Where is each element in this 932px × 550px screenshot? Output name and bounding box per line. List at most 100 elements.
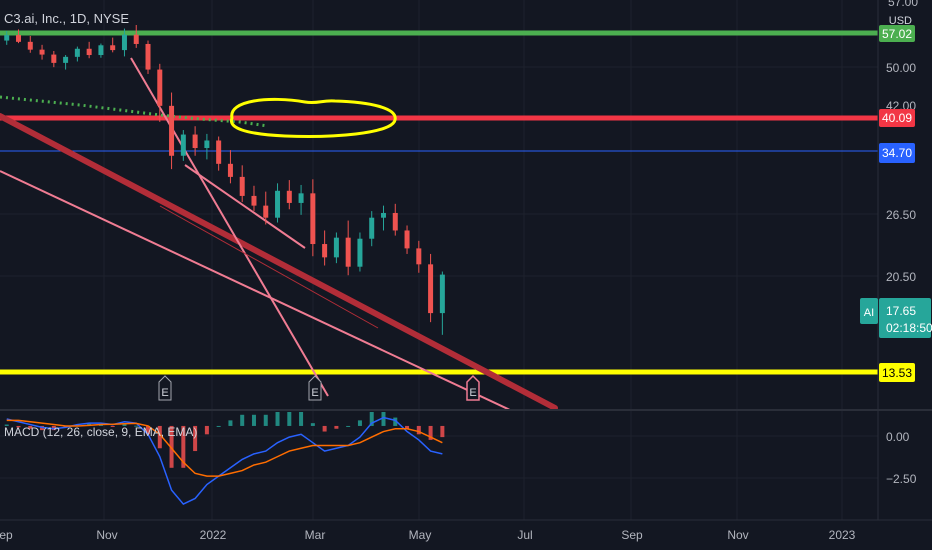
macd-histogram-bar: [228, 420, 233, 426]
candle-body: [121, 34, 127, 51]
last-price-marker: [879, 298, 931, 338]
time-axis[interactable]: Sep Nov 2022 Mar May Jul Sep Nov 2023: [0, 528, 856, 542]
macd-legend[interactable]: MACD (12, 26, close, 9, EMA, EMA): [4, 425, 197, 439]
macd-histogram-bar: [110, 425, 115, 427]
dotted-moving-average: [0, 95, 269, 128]
candle-body: [27, 41, 33, 50]
earnings-label: E: [161, 387, 168, 399]
time-tick: 2022: [200, 528, 227, 542]
candle-body: [416, 248, 422, 265]
candle-body: [227, 163, 233, 177]
earnings-markers[interactable]: E E E: [158, 374, 480, 401]
macd-histogram-bar: [299, 412, 304, 426]
candle-body: [286, 190, 292, 203]
candle-body: [428, 264, 434, 314]
price-tick: 20.50: [886, 270, 916, 284]
candle-body: [4, 35, 10, 41]
macd-histogram-bar: [275, 412, 280, 426]
macd-histogram-bar: [357, 420, 362, 426]
macd-histogram-bar: [405, 425, 410, 429]
trendline-thick-red[interactable]: [0, 113, 558, 411]
green-level-value: 57.02: [882, 27, 912, 41]
earnings-label: E: [469, 387, 476, 399]
candle-body: [345, 237, 351, 267]
candle-body: [404, 230, 410, 249]
candle-body: [310, 193, 316, 245]
candle-body: [392, 212, 398, 231]
macd-histogram-bar: [416, 425, 421, 435]
earnings-marker[interactable]: E: [158, 375, 172, 401]
signal-line: [6, 419, 443, 477]
macd-histogram-bar: [134, 425, 139, 427]
candle-body: [380, 212, 386, 218]
candle-body: [251, 195, 257, 206]
macd-histogram-bar: [157, 425, 162, 449]
macd-histogram-bar: [287, 412, 292, 426]
macd-histogram-bar: [381, 412, 386, 426]
macd-histogram-bar: [204, 425, 209, 435]
macd-histogram-bar: [310, 423, 315, 426]
candle-body: [192, 134, 198, 149]
currency-label[interactable]: USD: [889, 15, 912, 27]
candle-body: [298, 193, 304, 203]
yellow-highlight-ellipse[interactable]: [229, 97, 397, 138]
candle-body: [275, 190, 281, 218]
candle-body: [157, 69, 163, 106]
time-tick: Nov: [96, 528, 117, 542]
countdown-timer: 02:18:50: [886, 321, 932, 335]
time-tick: Sep: [0, 528, 13, 542]
trendline-pink-channel[interactable]: [184, 164, 306, 249]
macd-histogram-bar: [122, 423, 127, 426]
time-tick: Jul: [517, 528, 532, 542]
candle-body: [333, 237, 339, 258]
candle-body: [133, 34, 139, 44]
trendline-thin-red[interactable]: [159, 205, 379, 329]
candle-body: [180, 134, 186, 156]
price-axis[interactable]: 57.00 50.00 42.00 26.50 20.50 57.02 40.0…: [860, 0, 932, 382]
macd-pane[interactable]: [4, 412, 445, 505]
macd-histogram-bar: [240, 414, 245, 426]
candle-body: [216, 140, 222, 164]
yellow-level-marker: [879, 363, 915, 382]
trend-lines[interactable]: [0, 57, 558, 411]
candle-body: [63, 56, 69, 63]
trendline-pink-steep[interactable]: [130, 57, 329, 397]
trendline-pink-lower[interactable]: [0, 170, 511, 411]
earnings-label: E: [311, 387, 318, 399]
candle-body: [357, 238, 363, 267]
candle-body: [239, 176, 245, 196]
candle-body: [439, 274, 445, 314]
candle-body: [86, 48, 92, 56]
candle-body: [369, 217, 375, 239]
time-tick: 2023: [829, 528, 856, 542]
price-tick: 50.00: [886, 61, 916, 75]
blue-level-value: 34.70: [882, 146, 912, 160]
macd-histogram-bar: [251, 414, 256, 426]
candle-body: [51, 54, 57, 63]
price-tick-partial: 57.00: [888, 0, 918, 9]
earnings-marker[interactable]: E: [308, 375, 322, 401]
macd-histogram-bar: [216, 425, 221, 427]
macd-histogram-bar: [181, 425, 186, 468]
macd-histogram-bar: [346, 425, 351, 427]
macd-histogram-bar: [334, 425, 339, 429]
candle-body: [16, 35, 22, 42]
red-level-marker: [879, 109, 915, 127]
blue-level-marker: [879, 143, 915, 163]
symbol-title[interactable]: C3.ai, Inc., 1D, NYSE: [4, 11, 129, 26]
candle-body: [169, 105, 175, 156]
macd-histogram-bar: [393, 417, 398, 426]
time-tick: Nov: [727, 528, 748, 542]
macd-histogram-bar: [440, 425, 445, 438]
candle-body: [110, 45, 116, 51]
macd-histogram-bar: [28, 425, 33, 429]
earnings-marker-upcoming[interactable]: E: [466, 374, 480, 401]
grid: [0, 0, 878, 520]
time-tick: Mar: [305, 528, 326, 542]
candle-body: [98, 45, 104, 56]
candle-body: [204, 140, 210, 149]
candles: [4, 24, 445, 335]
ticker-badge: [860, 298, 878, 324]
